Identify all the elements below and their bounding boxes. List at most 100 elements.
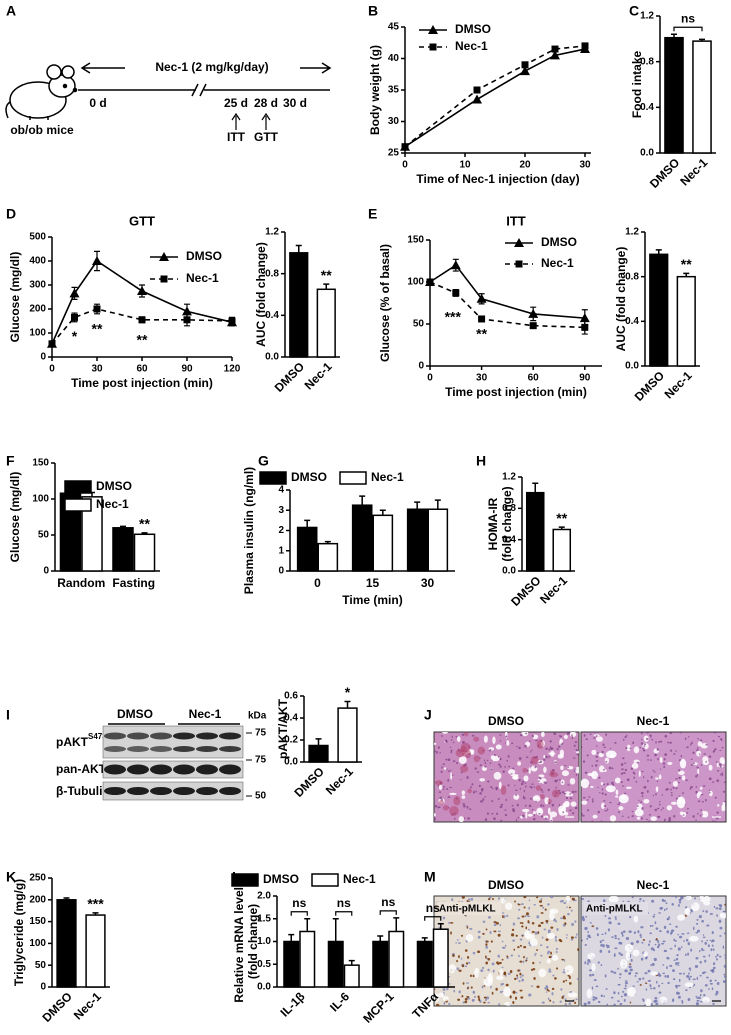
cell [548,955,552,959]
cell [600,994,603,998]
blot-band [173,746,195,752]
cell [460,779,462,781]
cell [664,734,668,738]
cell [645,818,648,821]
cell [531,749,533,751]
cell [696,749,699,752]
cell [663,765,666,769]
cell [591,986,594,990]
cell [472,974,475,978]
cell [665,902,668,905]
cell [470,897,474,901]
cell [498,781,502,790]
cell [669,741,672,745]
bar [133,533,156,572]
cell [589,921,592,924]
cell [615,918,617,921]
cell [614,777,621,784]
cell [538,924,542,927]
cell [599,940,602,944]
error-bar [671,33,677,38]
cell [587,961,589,966]
x-tick-label: 15 [366,576,380,590]
legend-label: DMSO [263,872,299,886]
cell [696,976,699,981]
marker [93,305,101,313]
cell [676,991,679,995]
cell [717,896,719,897]
cell [588,936,592,939]
cell [507,755,510,758]
cell [650,735,652,738]
cell [498,897,500,900]
blot-band [104,732,126,740]
cell [655,927,659,930]
blot-band [104,746,126,752]
cell [564,922,567,926]
cell [636,940,640,944]
cell [617,967,619,970]
error-bar [92,912,99,916]
cell [587,931,590,933]
cell [485,940,489,943]
cell [531,931,535,933]
cell [477,930,481,934]
cell [545,938,549,941]
cell [625,951,631,961]
cell [649,924,652,928]
cell [624,981,628,985]
cell [499,740,502,742]
cell [535,800,537,803]
cell [434,742,437,745]
cell [497,798,500,800]
cell [497,930,501,933]
cell [628,971,632,975]
cell [669,732,673,735]
cell [695,775,698,778]
cell [569,793,571,796]
cell [648,813,651,816]
cell [622,990,625,993]
cell [438,791,442,793]
cell [467,817,470,820]
legend-label: Nec-1 [186,271,219,285]
cell [649,984,652,988]
annotation: ** [92,321,103,337]
cell [606,944,610,949]
cell [620,995,623,998]
annotation: ns [426,901,440,915]
cell [467,955,470,959]
cell [651,963,655,966]
cell [663,908,666,912]
cell [710,948,713,952]
cell [709,913,713,915]
cell [662,972,666,975]
cell [602,743,605,747]
y-tick-label: 100 [32,494,49,505]
cell [541,791,544,793]
cell [584,926,588,931]
cell [550,951,552,955]
cell [681,775,686,781]
cell [575,766,579,774]
cell [637,930,640,934]
cell [722,801,726,807]
cell [716,811,719,814]
cell [625,984,627,988]
cell [680,946,683,948]
cell [711,987,714,991]
x-tick-label: DMSO [40,989,75,1024]
bar [289,252,309,358]
cell [641,795,644,797]
cell [696,997,699,999]
cell [520,903,524,905]
cell [685,989,688,992]
cell [573,744,576,747]
cell [466,982,470,984]
cell [672,969,675,973]
blot-band [127,732,149,740]
cell [477,746,486,755]
cell [535,896,539,899]
marker [401,143,409,151]
